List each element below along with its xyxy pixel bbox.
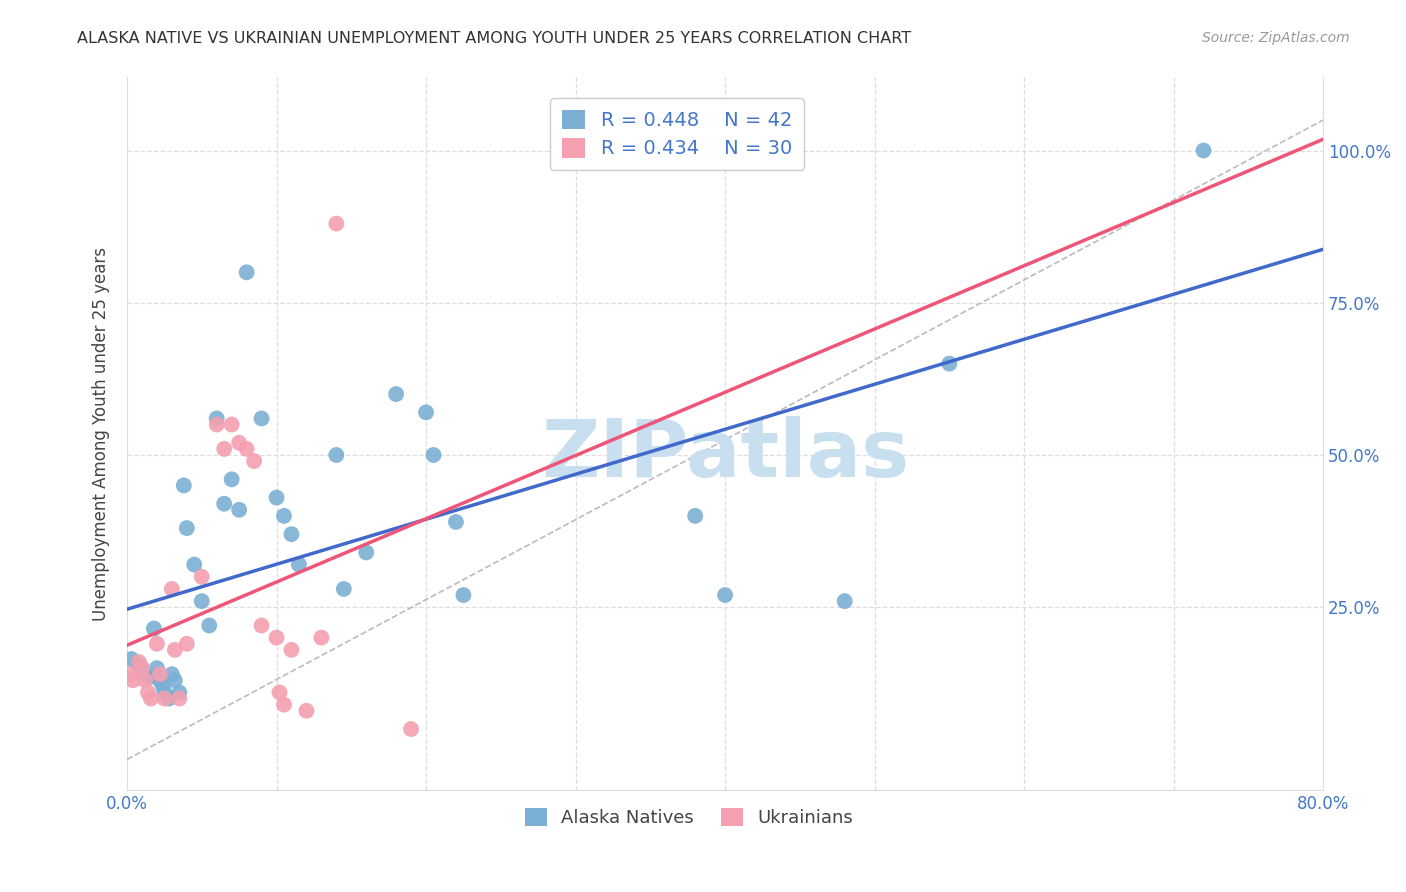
Point [205, 411, 228, 425]
Point [118, 667, 141, 681]
Point [190, 570, 212, 584]
Point [295, 704, 318, 718]
Point [157, 691, 180, 706]
Point [288, 558, 311, 572]
Point [153, 685, 176, 699]
Point [212, 497, 235, 511]
Text: ALASKA NATIVE VS UKRAINIAN UNEMPLOYMENT AMONG YOUTH UNDER 25 YEARS CORRELATION C: ALASKA NATIVE VS UKRAINIAN UNEMPLOYMENT … [77, 31, 911, 46]
Point [273, 508, 295, 523]
Point [142, 622, 165, 636]
Point [325, 217, 347, 231]
Point [834, 594, 856, 608]
Legend: Alaska Natives, Ukrainians: Alaska Natives, Ukrainians [517, 800, 860, 834]
Point [160, 582, 183, 596]
Point [169, 685, 191, 699]
Point [163, 643, 186, 657]
Point [131, 661, 153, 675]
Point [250, 411, 273, 425]
Point [163, 673, 186, 688]
Point [134, 667, 156, 681]
Point [228, 503, 250, 517]
Point [235, 442, 257, 456]
Point [938, 357, 960, 371]
Point [205, 417, 228, 432]
Point [176, 637, 198, 651]
Point [149, 667, 172, 681]
Point [683, 508, 706, 523]
Point [235, 265, 257, 279]
Point [153, 691, 176, 706]
Point [138, 670, 160, 684]
Text: Source: ZipAtlas.com: Source: ZipAtlas.com [1202, 31, 1350, 45]
Point [422, 448, 444, 462]
Point [136, 685, 159, 699]
Point [183, 558, 205, 572]
Point [152, 679, 174, 693]
Point [444, 515, 467, 529]
Point [221, 417, 243, 432]
Point [1192, 144, 1215, 158]
Text: ZIPatlas: ZIPatlas [541, 416, 910, 494]
Point [146, 661, 169, 675]
Point [266, 491, 288, 505]
Point [385, 387, 408, 401]
Point [173, 478, 195, 492]
Point [269, 685, 291, 699]
Point [122, 673, 145, 688]
Point [212, 442, 235, 456]
Point [453, 588, 475, 602]
Point [198, 618, 221, 632]
Point [266, 631, 288, 645]
Point [333, 582, 356, 596]
Point [243, 454, 266, 468]
Point [134, 673, 156, 688]
Point [354, 545, 377, 559]
Point [221, 472, 243, 486]
Point [121, 652, 143, 666]
Point [280, 527, 302, 541]
Point [131, 661, 153, 675]
Point [311, 631, 333, 645]
Point [250, 618, 273, 632]
Point [190, 594, 212, 608]
Point [415, 405, 437, 419]
Point [176, 521, 198, 535]
Point [273, 698, 295, 712]
Point [169, 691, 191, 706]
Point [146, 637, 169, 651]
Point [399, 722, 422, 736]
Point [139, 691, 162, 706]
Point [228, 435, 250, 450]
Point [280, 643, 302, 657]
Point [149, 673, 172, 688]
Point [128, 658, 150, 673]
Point [128, 655, 150, 669]
Y-axis label: Unemployment Among Youth under 25 years: Unemployment Among Youth under 25 years [93, 247, 110, 621]
Point [325, 448, 347, 462]
Point [160, 667, 183, 681]
Point [714, 588, 737, 602]
